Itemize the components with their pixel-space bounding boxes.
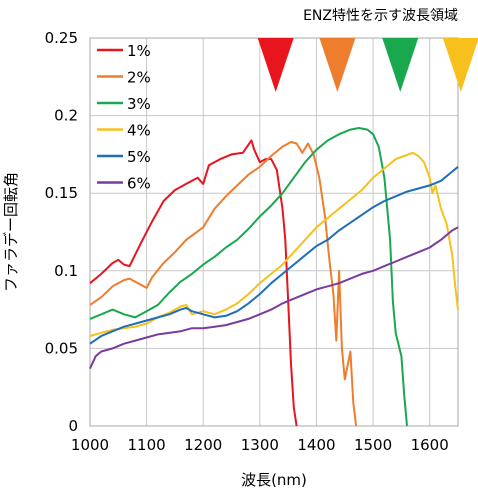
y-tick-label: 0.15 bbox=[45, 184, 78, 202]
enz-marker-2 bbox=[382, 38, 419, 92]
legend-label: 4% bbox=[127, 122, 151, 140]
y-tick-label: 0 bbox=[68, 417, 78, 435]
series-line-5% bbox=[89, 166, 459, 345]
legend-label: 6% bbox=[127, 175, 151, 193]
series-line-2% bbox=[89, 141, 358, 427]
enz-marker-1 bbox=[319, 38, 356, 92]
y-axis-label: ファラデー回転角 bbox=[2, 172, 20, 292]
series-line-6% bbox=[89, 226, 459, 370]
series-line-3% bbox=[89, 127, 408, 427]
x-tick-labels: 1000 1100 1200 1300 1400 1500 1600 bbox=[71, 436, 449, 454]
x-axis-label: 波長(nm) bbox=[241, 471, 307, 489]
annotation: ENZ特性を示す波長領域 bbox=[303, 7, 458, 24]
x-tick-label: 1200 bbox=[184, 436, 222, 454]
legend-label: 2% bbox=[127, 69, 151, 87]
legend-label: 1% bbox=[127, 42, 151, 60]
enz-markers bbox=[257, 38, 478, 92]
series-lines bbox=[89, 127, 459, 427]
y-tick-label: 0.25 bbox=[45, 29, 78, 47]
legend-label: 3% bbox=[127, 95, 151, 113]
x-tick-label: 1300 bbox=[241, 436, 279, 454]
x-tick-label: 1400 bbox=[297, 436, 335, 454]
series-line-4% bbox=[89, 151, 459, 337]
enz-marker-3 bbox=[442, 38, 478, 92]
x-tick-label: 1100 bbox=[128, 436, 166, 454]
y-tick-label: 0.1 bbox=[54, 262, 78, 280]
legend: 1% 2% 3% 4% 5% 6% bbox=[97, 42, 151, 193]
x-tick-label: 1600 bbox=[411, 436, 449, 454]
enz-marker-0 bbox=[257, 38, 294, 92]
y-tick-labels: 0 0.05 0.1 0.15 0.2 0.25 bbox=[45, 29, 78, 435]
series-line-1% bbox=[89, 139, 298, 427]
x-tick-label: 1500 bbox=[354, 436, 392, 454]
y-tick-label: 0.2 bbox=[54, 107, 78, 125]
y-tick-label: 0.05 bbox=[45, 339, 78, 357]
legend-label: 5% bbox=[127, 148, 151, 166]
x-tick-label: 1000 bbox=[71, 436, 109, 454]
